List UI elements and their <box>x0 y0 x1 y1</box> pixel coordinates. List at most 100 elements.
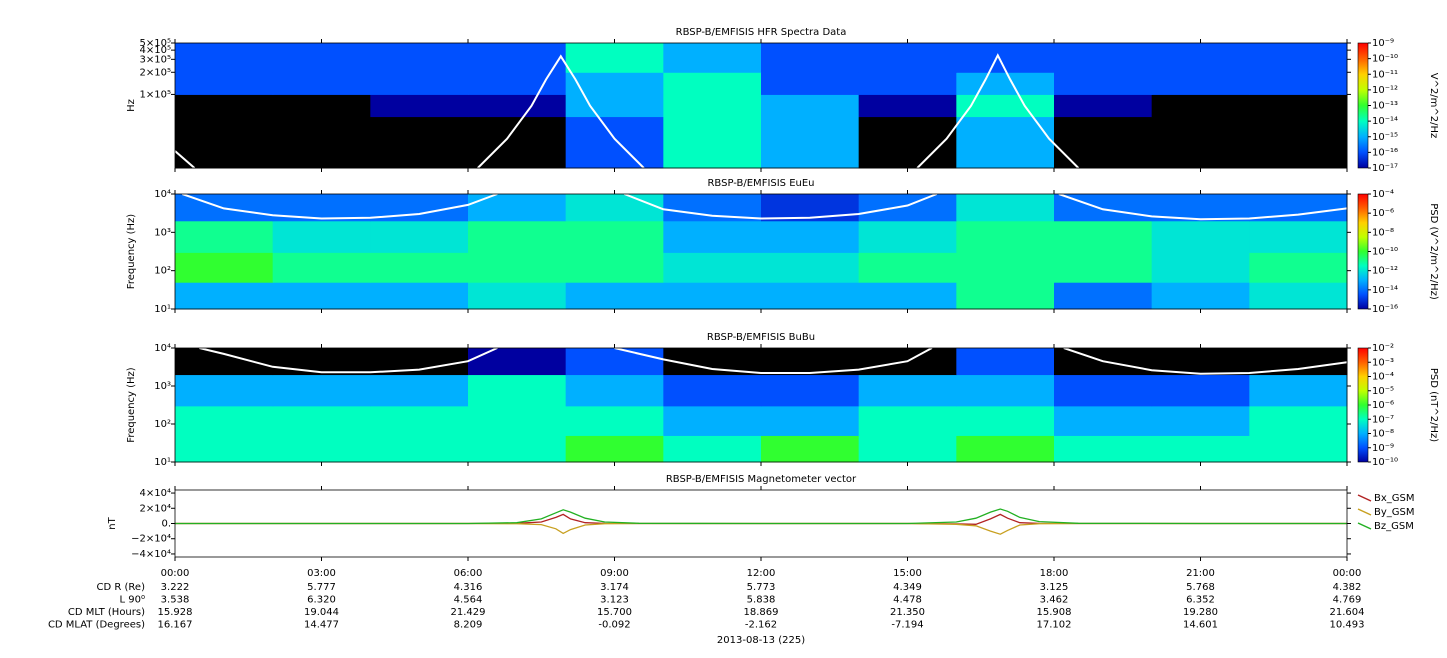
heatmap-cell <box>1249 405 1348 436</box>
heatmap-cell <box>370 43 469 73</box>
ephemeris-value: 14.477 <box>304 620 339 631</box>
heatmap-cell <box>761 94 860 118</box>
heatmap-cell <box>468 252 567 283</box>
heatmap-cell <box>858 220 957 253</box>
heatmap-cell <box>1151 374 1250 407</box>
heatmap-cell <box>858 252 957 283</box>
heatmap-cell <box>272 94 371 118</box>
heatmap-cell <box>858 94 957 118</box>
ephemeris-value: 4.478 <box>893 595 922 606</box>
heatmap-cell <box>1249 435 1348 463</box>
ephemeris-value: 4.564 <box>454 595 483 606</box>
colorbar-label: V^2/m^2/Hz <box>1428 73 1439 139</box>
heatmap-cell <box>175 435 274 463</box>
heatmap-cell <box>956 282 1055 310</box>
heatmap-cell <box>272 405 371 436</box>
colorbar <box>1357 193 1369 310</box>
heatmap-cell <box>272 282 371 310</box>
ephemeris-value: 6.352 <box>1186 595 1215 606</box>
heatmap-cell <box>272 435 371 463</box>
white-line <box>175 53 1080 168</box>
heatmap-cell <box>1249 220 1348 253</box>
y-tick-label: 10³ <box>154 227 171 238</box>
heatmap-cell <box>565 435 664 463</box>
ephemeris-value: 5.768 <box>1186 582 1215 593</box>
heatmap-cell <box>175 72 274 95</box>
heatmap-cell <box>1249 94 1348 118</box>
ephemeris-value: 4.769 <box>1333 595 1362 606</box>
ephemeris-value: 21.429 <box>451 607 486 618</box>
heatmap-cell <box>1054 72 1153 95</box>
heatmap-cell <box>468 374 567 407</box>
heatmap-cell <box>761 72 860 95</box>
colorbar-tick-label: 10⁻¹⁰ <box>1372 247 1398 258</box>
heatmap-cell <box>370 405 469 436</box>
heatmap-cell <box>1151 220 1250 253</box>
ephemeris-value: 4.382 <box>1333 582 1362 593</box>
heatmap-cell <box>468 405 567 436</box>
heatmap-cell <box>565 94 664 118</box>
heatmap-cell <box>370 282 469 310</box>
y-tick-label: 10³ <box>154 381 171 392</box>
heatmap-cell <box>1151 252 1250 283</box>
heatmap-cell <box>565 43 664 73</box>
legend-swatch <box>1357 508 1372 516</box>
heatmap-cell <box>565 282 664 310</box>
heatmap-cell <box>663 220 762 253</box>
x-tick-label: 18:00 <box>1040 568 1069 579</box>
y-tick-label: 4×10⁵ <box>140 45 171 56</box>
ephemeris-value: 18.869 <box>744 607 779 618</box>
heatmap-cell <box>761 282 860 310</box>
ephemeris-value: 3.538 <box>161 595 190 606</box>
ephemeris-label: L 90⁰ <box>120 595 145 606</box>
legend-label: By_GSM <box>1374 507 1415 518</box>
heatmap-cell <box>663 43 762 73</box>
ephemeris-value: 5.777 <box>307 582 336 593</box>
heatmap-cell <box>175 282 274 310</box>
heatmap-cell <box>175 405 274 436</box>
colorbar-tick-label: 10⁻¹² <box>1372 85 1398 96</box>
legend-label: Bz_GSM <box>1374 521 1414 532</box>
colorbar-tick-label: 10⁻⁴ <box>1372 372 1394 383</box>
heatmap-cell <box>956 348 1055 376</box>
y-tick-label: 4×10⁴ <box>140 488 171 499</box>
colorbar-tick-label: 10⁻¹⁶ <box>1372 304 1398 315</box>
x-tick-label: 12:00 <box>747 568 776 579</box>
x-tick-label: 00:00 <box>1333 568 1362 579</box>
heatmap-cell <box>858 374 957 407</box>
legend-swatch <box>1357 522 1372 530</box>
heatmap-cell <box>272 220 371 253</box>
colorbar-tick-label: 10⁻¹⁰ <box>1372 54 1398 65</box>
heatmap-cell <box>761 220 860 253</box>
heatmap-cell <box>565 72 664 95</box>
heatmap-cell <box>1249 348 1348 376</box>
ephemeris-value: 14.601 <box>1183 620 1218 631</box>
heatmap-cell <box>761 43 860 73</box>
y-tick-label: 10¹ <box>154 304 171 315</box>
heatmap-cell <box>663 435 762 463</box>
y-tick-label: 10² <box>154 419 171 430</box>
colorbar-tick-label: 10⁻¹² <box>1372 266 1398 277</box>
heatmap-cell <box>272 252 371 283</box>
heatmap-cell <box>272 348 371 376</box>
heatmap-cell <box>370 220 469 253</box>
heatmap-cell <box>468 72 567 95</box>
heatmap-cell <box>175 116 274 169</box>
heatmap-cell <box>858 116 957 169</box>
heatmap-cell <box>858 43 957 73</box>
heatmap-cell <box>1249 374 1348 407</box>
x-tick-label: 06:00 <box>454 568 483 579</box>
heatmap-cell <box>1151 116 1250 169</box>
ephemeris-value: 19.044 <box>304 607 339 618</box>
heatmap-cell <box>468 94 567 118</box>
colorbar-tick-label: 10⁻¹⁶ <box>1372 147 1398 158</box>
heatmap-cell <box>761 374 860 407</box>
ephemeris-value: 3.462 <box>1040 595 1069 606</box>
heatmap-cell <box>663 94 762 118</box>
heatmap-cell <box>956 72 1055 95</box>
colorbar-tick-label: 10⁻⁹ <box>1372 38 1394 49</box>
heatmap-cell <box>272 374 371 407</box>
heatmap-cell <box>1151 435 1250 463</box>
y-axis-label: Frequency (Hz) <box>126 214 137 290</box>
